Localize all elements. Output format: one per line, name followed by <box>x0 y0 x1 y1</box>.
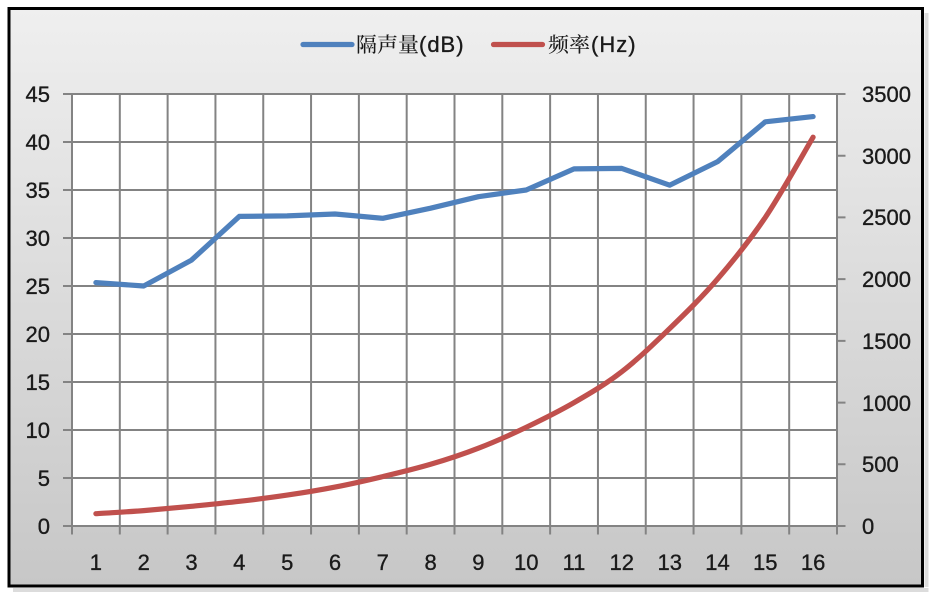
svg-text:5: 5 <box>38 466 50 491</box>
svg-text:12: 12 <box>610 550 634 575</box>
svg-text:7: 7 <box>377 550 389 575</box>
svg-text:5: 5 <box>281 550 293 575</box>
svg-text:(dB): (dB) <box>419 32 465 57</box>
svg-text:6: 6 <box>329 550 341 575</box>
svg-text:4: 4 <box>233 550 245 575</box>
svg-text:25: 25 <box>26 274 50 299</box>
svg-text:2: 2 <box>138 550 150 575</box>
svg-text:10: 10 <box>514 550 538 575</box>
svg-text:30: 30 <box>26 226 50 251</box>
svg-text:35: 35 <box>26 178 50 203</box>
svg-text:1000: 1000 <box>862 391 911 416</box>
svg-text:1: 1 <box>90 550 102 575</box>
svg-text:2500: 2500 <box>862 205 911 230</box>
svg-text:(Hz): (Hz) <box>591 32 637 57</box>
svg-text:2000: 2000 <box>862 267 911 292</box>
svg-text:8: 8 <box>424 550 436 575</box>
svg-text:3: 3 <box>185 550 197 575</box>
svg-text:0: 0 <box>38 514 50 539</box>
svg-text:14: 14 <box>705 550 729 575</box>
svg-text:15: 15 <box>26 370 50 395</box>
svg-text:9: 9 <box>472 550 484 575</box>
svg-text:3000: 3000 <box>862 144 911 169</box>
svg-text:500: 500 <box>862 452 899 477</box>
svg-text:20: 20 <box>26 322 50 347</box>
svg-text:16: 16 <box>801 550 825 575</box>
svg-text:11: 11 <box>563 550 586 575</box>
svg-text:15: 15 <box>753 550 777 575</box>
svg-text:40: 40 <box>26 130 50 155</box>
svg-text:0: 0 <box>862 514 874 539</box>
svg-text:1500: 1500 <box>862 329 911 354</box>
svg-text:13: 13 <box>657 550 681 575</box>
svg-text:3500: 3500 <box>862 82 911 107</box>
svg-text:45: 45 <box>26 82 50 107</box>
svg-text:10: 10 <box>26 418 50 443</box>
